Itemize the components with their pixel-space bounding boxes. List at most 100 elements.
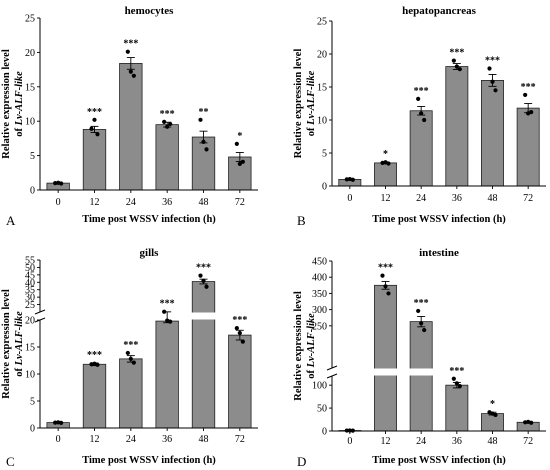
- y-axis-label-line2: of: [306, 367, 317, 378]
- y-tick-label: 10: [25, 117, 35, 128]
- x-tick-label: 72: [235, 434, 245, 445]
- panel-label: B: [297, 213, 306, 228]
- bar-break-gap: [191, 312, 216, 320]
- significance-label: ***: [196, 263, 211, 274]
- x-tick-label: 0: [56, 434, 61, 445]
- y-tick-label: 0: [322, 427, 327, 438]
- data-point: [457, 67, 462, 72]
- data-point: [165, 124, 170, 129]
- data-point: [59, 181, 64, 186]
- y-tick-label: 350: [312, 289, 327, 300]
- data-point: [454, 381, 459, 386]
- y-tick-label: 40: [25, 278, 35, 289]
- bar: [374, 284, 397, 432]
- significance-label: *: [490, 399, 495, 410]
- data-point: [204, 284, 209, 289]
- data-point: [240, 159, 245, 164]
- data-point: [419, 321, 424, 326]
- y-axis-label: Relative expression level of Lv-ALF-like: [293, 49, 317, 159]
- y-tick-label: 50: [25, 263, 35, 274]
- data-point: [234, 141, 239, 147]
- x-tick-label: 12: [381, 436, 391, 447]
- y-tick-label: 0: [322, 182, 327, 193]
- x-tick-label: 48: [199, 434, 209, 445]
- data-point: [168, 319, 173, 324]
- gene-name: Lv-ALF-like: [14, 71, 25, 127]
- y-tick-label: 25: [317, 17, 327, 28]
- y-tick-label: 25: [25, 300, 35, 311]
- y-tick-label: 5: [30, 151, 35, 162]
- significance-label: ***: [521, 82, 536, 93]
- bar: [82, 363, 107, 429]
- bar: [228, 334, 252, 429]
- significance-label: ***: [485, 56, 500, 67]
- significance-label: *: [237, 131, 242, 142]
- bar: [82, 129, 107, 191]
- data-point: [204, 147, 209, 152]
- significance-label: ***: [449, 48, 464, 59]
- data-point: [487, 66, 492, 71]
- x-tick-label: 0: [347, 436, 352, 447]
- y-tick-label: 400: [312, 273, 327, 284]
- y-tick-label: 0: [30, 186, 35, 197]
- bar: [191, 281, 216, 429]
- data-point: [240, 339, 245, 344]
- significance-label: ***: [449, 366, 464, 377]
- x-tick-label: 36: [452, 193, 462, 204]
- data-point: [416, 308, 421, 314]
- data-point: [131, 73, 136, 78]
- chart-panel-c: gills C 0 *** 12 *** 24 *** 36 *** 48 *** 72 0 5 10 15 20…: [1, 247, 258, 469]
- x-tick-label: 36: [162, 197, 172, 208]
- x-tick-label: 36: [162, 434, 172, 445]
- bar: [155, 124, 179, 191]
- data-point: [422, 117, 427, 123]
- y-tick-label: 20: [25, 316, 35, 327]
- significance-label: ***: [87, 350, 102, 361]
- bar: [516, 107, 540, 187]
- significance-label: ***: [232, 315, 247, 326]
- x-tick-label: 12: [381, 193, 391, 204]
- data-point: [125, 49, 130, 54]
- panel-title: gills: [140, 247, 160, 259]
- bar: [119, 358, 143, 429]
- data-point: [201, 139, 206, 144]
- y-tick-label: 300: [312, 305, 327, 316]
- data-point: [59, 420, 64, 425]
- data-point: [162, 119, 167, 124]
- x-axis-label: Time post WSSV infection (h): [372, 214, 506, 225]
- data-point: [234, 326, 239, 331]
- data-point: [529, 420, 534, 425]
- x-tick-label: 0: [347, 193, 352, 204]
- panel-label: C: [6, 454, 15, 469]
- axis-break-mark: [326, 373, 338, 379]
- data-point: [454, 64, 459, 69]
- y-tick-label: 35: [25, 285, 35, 296]
- significance-label: ***: [160, 109, 175, 120]
- axis-break-mark: [34, 309, 46, 315]
- data-point: [416, 96, 421, 101]
- significance-label: *: [383, 149, 388, 160]
- data-point: [350, 177, 355, 182]
- panel-title: intestine: [419, 247, 459, 259]
- bar: [445, 66, 469, 187]
- x-tick-label: 36: [452, 436, 462, 447]
- bar: [481, 80, 504, 187]
- panel-label: D: [297, 454, 306, 469]
- bar: [191, 136, 216, 191]
- x-tick-label: 48: [488, 436, 498, 447]
- bar: [445, 384, 469, 432]
- significance-label: ***: [123, 340, 138, 351]
- gene-name: Lv-ALF-like: [306, 313, 317, 369]
- data-point: [419, 111, 424, 116]
- bar: [155, 320, 179, 429]
- data-point: [125, 350, 130, 356]
- y-tick-label: 30: [25, 293, 35, 304]
- bar: [374, 162, 397, 187]
- y-tick-label: 20: [317, 50, 327, 61]
- y-tick-label: 0: [30, 424, 35, 435]
- data-point: [523, 92, 528, 98]
- panel-title: hepatopancreas: [402, 5, 476, 17]
- y-tick-label: 10: [317, 116, 327, 127]
- chart-panel-b: hepatopancreas B 0 * 12 *** 24 *** 36 *** 48 *** 72 0…: [293, 5, 546, 228]
